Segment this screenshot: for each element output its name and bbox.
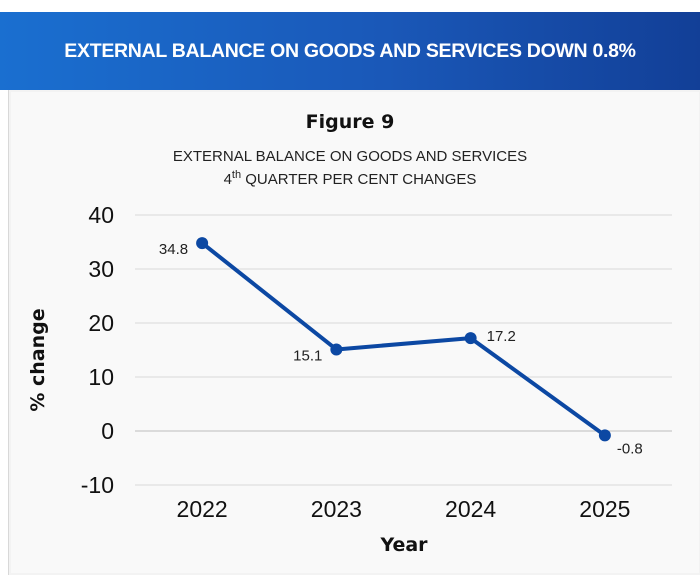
gridlines [135,214,672,486]
figure-label: Figure 9 [305,111,395,133]
x-axis-label: Year [379,534,428,556]
y-tick-labels: -10 0 10 20 30 40 [81,202,114,498]
data-points [196,237,611,442]
top-strip [0,0,700,12]
chart-title-ordinal-suffix: th [231,169,242,181]
y-tick-label: 30 [88,256,114,282]
chart-panel [8,90,700,575]
y-tick-label: 40 [88,202,114,228]
chart-title-line2: 4th QUARTER PER CENT CHANGES [0,169,700,188]
chart-title-line1: EXTERNAL BALANCE ON GOODS AND SERVICES [172,148,528,165]
headline-title: EXTERNAL BALANCE ON GOODS AND SERVICES D… [64,39,636,62]
headline-banner: EXTERNAL BALANCE ON GOODS AND SERVICES D… [0,12,700,90]
x-tick-label: 2023 [311,496,362,522]
y-tick-label: 20 [88,310,114,336]
chart-panel-inner [11,92,699,573]
chart-title-quarter-number: 4 [223,171,232,188]
data-label: 15.1 [293,347,322,364]
x-tick-label: 2025 [579,496,630,522]
x-tick-labels: 2022 2023 2024 2025 [177,496,631,522]
data-point [330,343,343,356]
x-tick-label: 2022 [177,496,228,522]
data-point [598,429,611,442]
y-tick-label: 10 [88,364,114,390]
y-axis-label: % change [27,308,49,411]
series-line [200,241,607,438]
data-labels: 34.8 15.1 17.2 -0.8 [159,241,643,457]
data-label: 17.2 [487,328,516,345]
data-point [464,332,477,345]
y-tick-label: 0 [101,418,114,444]
data-point [196,237,209,250]
x-tick-label: 2024 [445,496,496,522]
data-label: -0.8 [617,440,643,457]
y-tick-label: -10 [81,472,114,498]
data-label: 34.8 [159,241,188,258]
chart-title-line2-rest: QUARTER PER CENT CHANGES [241,171,477,188]
